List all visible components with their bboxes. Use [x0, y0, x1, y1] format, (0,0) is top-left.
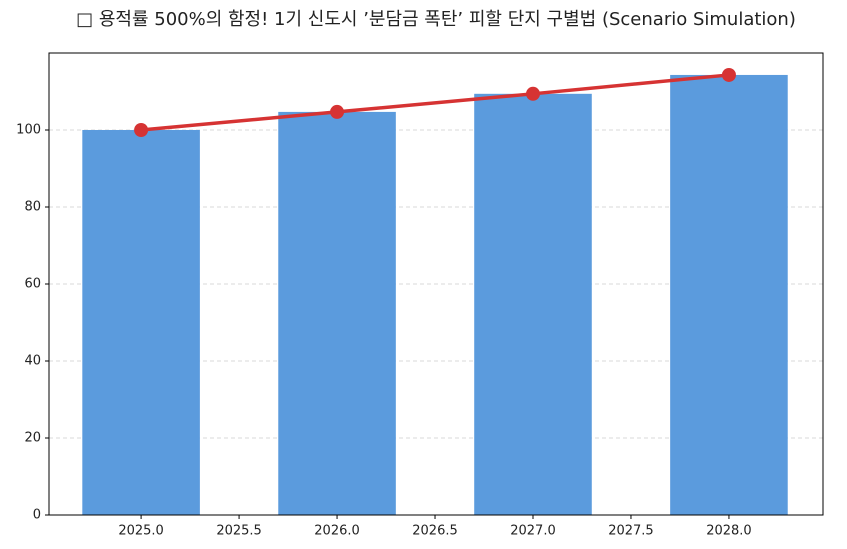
line-marker: [330, 104, 345, 119]
line: [140, 73, 730, 132]
chart-title: □ 용적률 500%의 함정! 1기 신도시 ’분담금 폭탄’ 피할 단지 구별…: [76, 9, 796, 30]
bar: [278, 111, 396, 515]
x-tick-label: 2027.0: [510, 524, 556, 539]
x-tick-label: 2026.0: [314, 524, 360, 539]
line-marker: [525, 86, 540, 101]
x-tick-label: 2025.0: [118, 524, 164, 539]
y-tick-label: 0: [33, 508, 41, 523]
y-tick-label: 20: [24, 431, 41, 446]
y-tick-label: 40: [24, 354, 41, 369]
x-tick-label: 2028.0: [706, 524, 752, 539]
y-tick-label: 60: [24, 277, 41, 292]
x-tick-label: 2026.5: [412, 524, 458, 539]
bar: [670, 74, 788, 515]
bar: [82, 130, 200, 515]
bar: [474, 93, 592, 515]
y-tick-label: 100: [16, 123, 41, 138]
line-marker: [721, 67, 736, 82]
x-tick-label: 2025.5: [216, 524, 262, 539]
y-tick-label: 80: [24, 200, 41, 215]
line-marker: [134, 123, 149, 137]
x-tick-label: 2027.5: [608, 524, 654, 539]
plot-frame: [48, 52, 824, 516]
